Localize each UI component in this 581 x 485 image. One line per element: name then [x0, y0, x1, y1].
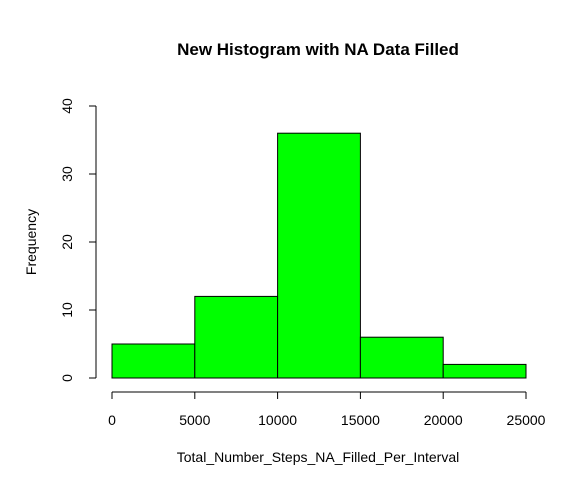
histogram-bar-2 — [195, 296, 278, 378]
x-tick-label: 15000 — [341, 412, 380, 428]
y-axis: 0 10 20 30 40 — [59, 98, 96, 382]
x-tick-label: 25000 — [507, 412, 546, 428]
y-tick-label: 30 — [59, 166, 75, 182]
histogram-bar-1 — [112, 344, 195, 378]
histogram-bar-3 — [278, 133, 361, 378]
x-tick-label: 0 — [108, 412, 116, 428]
y-tick-label: 10 — [59, 302, 75, 318]
chart-title: New Histogram with NA Data Filled — [177, 40, 459, 59]
histogram-bar-4 — [360, 337, 443, 378]
histogram-bar-5 — [443, 364, 526, 378]
x-tick-label: 10000 — [258, 412, 297, 428]
y-tick-label: 0 — [59, 374, 75, 382]
y-tick-label: 40 — [59, 98, 75, 114]
y-tick-label: 20 — [59, 234, 75, 250]
x-axis-label: Total_Number_Steps_NA_Filled_Per_Interva… — [177, 449, 459, 465]
x-tick-label: 20000 — [424, 412, 463, 428]
x-tick-label: 5000 — [179, 412, 210, 428]
bars-group — [112, 133, 526, 378]
x-axis: 0 5000 10000 15000 20000 25000 — [108, 392, 546, 428]
y-axis-label: Frequency — [23, 209, 39, 275]
